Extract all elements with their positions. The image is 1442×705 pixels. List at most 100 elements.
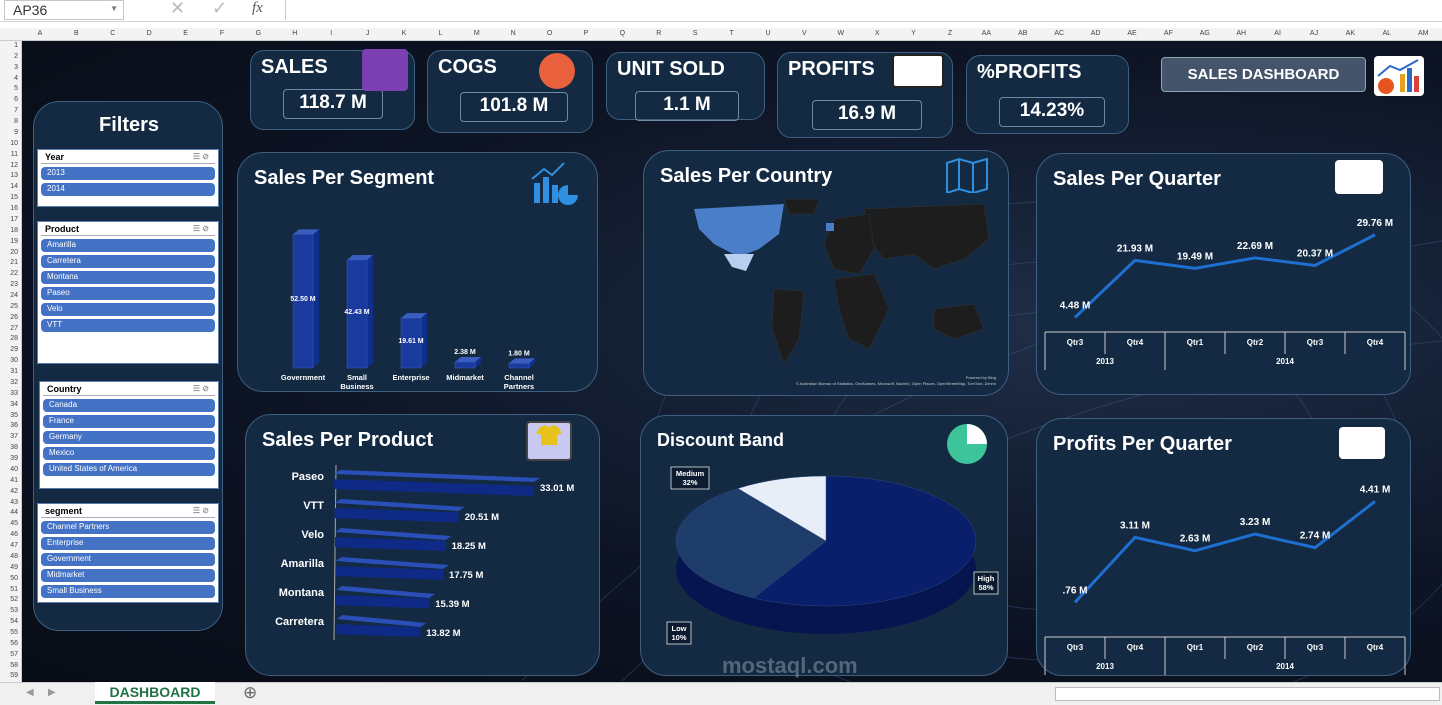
slicer-item[interactable]: Small Business <box>41 585 215 598</box>
column-header[interactable]: AA <box>981 30 992 37</box>
row-header[interactable]: 50 <box>10 574 18 582</box>
row-header[interactable]: 35 <box>10 411 18 419</box>
column-header[interactable]: AK <box>1345 30 1356 37</box>
column-header[interactable]: M <box>473 30 480 37</box>
column-header[interactable]: K <box>401 30 407 37</box>
row-header[interactable]: 56 <box>10 639 18 647</box>
row-header[interactable]: 1 <box>14 42 18 49</box>
slicer-item[interactable]: Carretera <box>41 255 215 268</box>
tab-scroll-left-icon[interactable]: ◀ <box>26 687 34 698</box>
multi-select-clear-filter-icon[interactable]: ☰ ⊘ <box>192 152 209 161</box>
row-header[interactable]: 53 <box>10 607 18 615</box>
column-header[interactable]: S <box>692 30 698 37</box>
fx-icon[interactable]: fx <box>252 0 263 16</box>
row-header[interactable]: 37 <box>10 433 18 441</box>
row-header[interactable]: 2 <box>14 52 18 60</box>
formula-input[interactable] <box>285 0 1442 20</box>
sales-dashboard-button[interactable]: SALES DASHBOARD <box>1161 57 1366 92</box>
row-header[interactable]: 58 <box>10 661 18 669</box>
column-header[interactable]: A <box>37 30 43 37</box>
column-header[interactable]: AE <box>1127 30 1137 37</box>
slicer-item[interactable]: VTT <box>41 319 215 332</box>
row-header[interactable]: 55 <box>10 628 18 636</box>
row-header[interactable]: 19 <box>10 237 18 245</box>
column-header[interactable]: AB <box>1018 30 1028 37</box>
column-header[interactable]: D <box>146 30 152 37</box>
column-header[interactable]: AH <box>1236 30 1247 37</box>
row-header[interactable]: 23 <box>10 281 18 289</box>
slicer-item[interactable]: Enterprise <box>41 537 215 550</box>
column-header[interactable]: AM <box>1417 30 1429 37</box>
row-header[interactable]: 11 <box>10 150 18 158</box>
column-header[interactable]: F <box>219 30 225 37</box>
row-header[interactable]: 52 <box>10 596 18 604</box>
row-header[interactable]: 10 <box>10 139 18 147</box>
column-header[interactable]: C <box>110 30 116 37</box>
column-header[interactable]: O <box>546 30 553 37</box>
column-header[interactable]: AG <box>1199 30 1210 37</box>
slicer-item[interactable]: France <box>43 415 215 428</box>
slicer-item[interactable]: Government <box>41 553 215 566</box>
column-header[interactable]: AC <box>1054 30 1065 37</box>
row-header[interactable]: 59 <box>10 672 18 680</box>
row-header[interactable]: 54 <box>10 618 18 626</box>
column-header[interactable]: L <box>438 30 443 37</box>
slicer-item[interactable]: Mexico <box>43 447 215 460</box>
row-header[interactable]: 16 <box>10 205 18 213</box>
multi-select-clear-filter-icon[interactable]: ☰ ⊘ <box>192 506 209 515</box>
row-header[interactable]: 34 <box>10 400 18 408</box>
row-header[interactable]: 6 <box>14 96 18 104</box>
row-header[interactable]: 29 <box>10 346 18 354</box>
row-header[interactable]: 15 <box>10 194 18 202</box>
row-header[interactable]: 30 <box>10 357 18 365</box>
column-header[interactable]: N <box>510 30 516 37</box>
column-header[interactable]: B <box>74 30 79 37</box>
row-header[interactable]: 25 <box>10 302 18 310</box>
row-header[interactable]: 43 <box>10 498 18 506</box>
row-header[interactable]: 17 <box>10 215 18 223</box>
column-header[interactable]: E <box>183 30 188 37</box>
column-header[interactable]: W <box>837 30 845 37</box>
row-header[interactable]: 7 <box>14 107 18 115</box>
column-header[interactable]: U <box>765 30 771 37</box>
column-header[interactable]: J <box>365 30 370 37</box>
row-header[interactable]: 32 <box>10 378 18 386</box>
row-header[interactable]: 12 <box>10 161 18 169</box>
row-header[interactable]: 13 <box>10 172 18 180</box>
row-header[interactable]: 22 <box>10 270 18 278</box>
slicer-item[interactable]: Midmarket <box>41 569 215 582</box>
slicer-item[interactable]: 2014 <box>41 183 215 196</box>
row-header[interactable]: 40 <box>10 465 18 473</box>
slicer-item[interactable]: Channel Partners <box>41 521 215 534</box>
column-header[interactable]: AL <box>1382 30 1392 37</box>
row-header[interactable]: 5 <box>14 85 18 93</box>
column-header[interactable]: Q <box>619 30 626 37</box>
column-header[interactable]: Z <box>947 30 953 37</box>
row-header[interactable]: 9 <box>14 128 18 136</box>
column-header[interactable]: P <box>583 30 589 37</box>
slicer-item[interactable]: Canada <box>43 399 215 412</box>
tab-dashboard[interactable]: DASHBOARD <box>95 682 215 704</box>
row-header[interactable]: 48 <box>10 552 18 560</box>
row-header[interactable]: 38 <box>10 444 18 452</box>
tab-scroll-right-icon[interactable]: ▶ <box>48 687 56 698</box>
row-header[interactable]: 27 <box>10 324 18 332</box>
column-header[interactable]: Y <box>911 30 916 37</box>
row-header[interactable]: 49 <box>10 563 18 571</box>
horizontal-scrollbar[interactable] <box>1055 687 1440 701</box>
slicer-item[interactable]: Velo <box>41 303 215 316</box>
multi-select-clear-filter-icon[interactable]: ☰ ⊘ <box>192 384 209 393</box>
row-header[interactable]: 44 <box>10 509 18 517</box>
row-header[interactable]: 24 <box>10 292 18 299</box>
slicer-item[interactable]: Montana <box>41 271 215 284</box>
column-header[interactable]: V <box>802 30 807 37</box>
column-header[interactable]: I <box>330 30 333 37</box>
row-header[interactable]: 42 <box>10 487 18 495</box>
column-header[interactable]: AJ <box>1309 30 1319 37</box>
row-header[interactable]: 3 <box>14 63 18 71</box>
row-header[interactable]: 18 <box>10 226 18 234</box>
row-header[interactable]: 39 <box>10 455 18 463</box>
column-header[interactable]: G <box>255 30 262 37</box>
row-header[interactable]: 20 <box>10 248 18 256</box>
column-header[interactable]: X <box>874 30 880 37</box>
